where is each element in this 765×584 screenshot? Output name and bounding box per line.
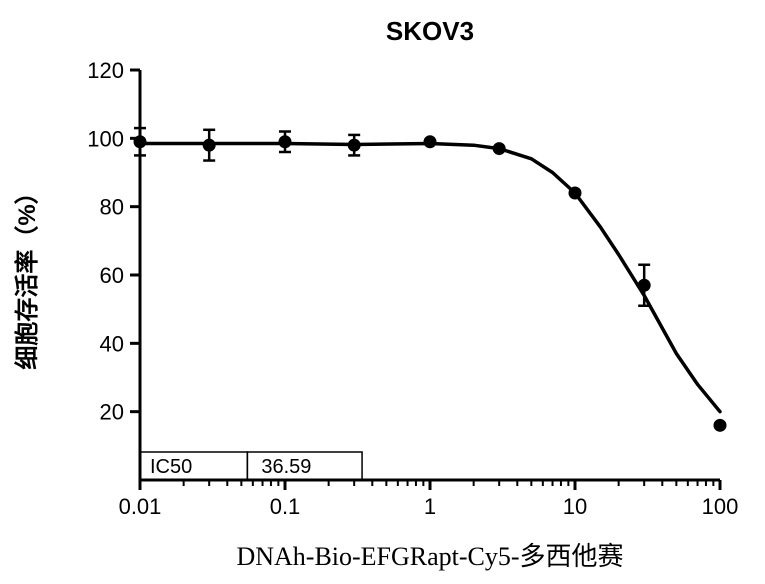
x-tick-label: 0.01 xyxy=(119,494,162,519)
data-point xyxy=(493,143,505,155)
data-point xyxy=(424,136,436,148)
x-axis-label: DNAh-Bio-EFGRapt-Cy5-多西他赛 xyxy=(236,542,623,571)
data-point xyxy=(134,136,146,148)
y-tick-label: 40 xyxy=(100,331,124,356)
x-tick-label: 10 xyxy=(563,494,587,519)
data-point xyxy=(569,187,581,199)
y-tick-label: 20 xyxy=(100,400,124,425)
chart-svg: SKOV3 细胞存活率（%） DNAh-Bio-EFGRapt-Cy5-多西他赛 20… xyxy=(0,0,765,584)
ic50-label: IC50 xyxy=(150,456,192,478)
data-point xyxy=(348,139,360,151)
y-axis-label: 细胞存活率（%） xyxy=(13,180,41,369)
ic50-value: 36.59 xyxy=(261,456,311,478)
y-tick-label: 120 xyxy=(87,58,124,83)
data-point xyxy=(203,139,215,151)
chart-container: SKOV3 细胞存活率（%） DNAh-Bio-EFGRapt-Cy5-多西他赛 20… xyxy=(0,0,765,584)
fit-curve xyxy=(140,144,720,412)
x-tick-label: 0.1 xyxy=(270,494,301,519)
x-tick-label: 100 xyxy=(702,494,739,519)
y-tick-label: 100 xyxy=(87,126,124,151)
y-tick-label: 80 xyxy=(100,195,124,220)
chart-title: SKOV3 xyxy=(386,16,474,46)
data-point xyxy=(638,279,650,291)
y-tick-label: 60 xyxy=(100,263,124,288)
data-point xyxy=(279,136,291,148)
x-tick-label: 1 xyxy=(424,494,436,519)
data-point xyxy=(714,419,726,431)
